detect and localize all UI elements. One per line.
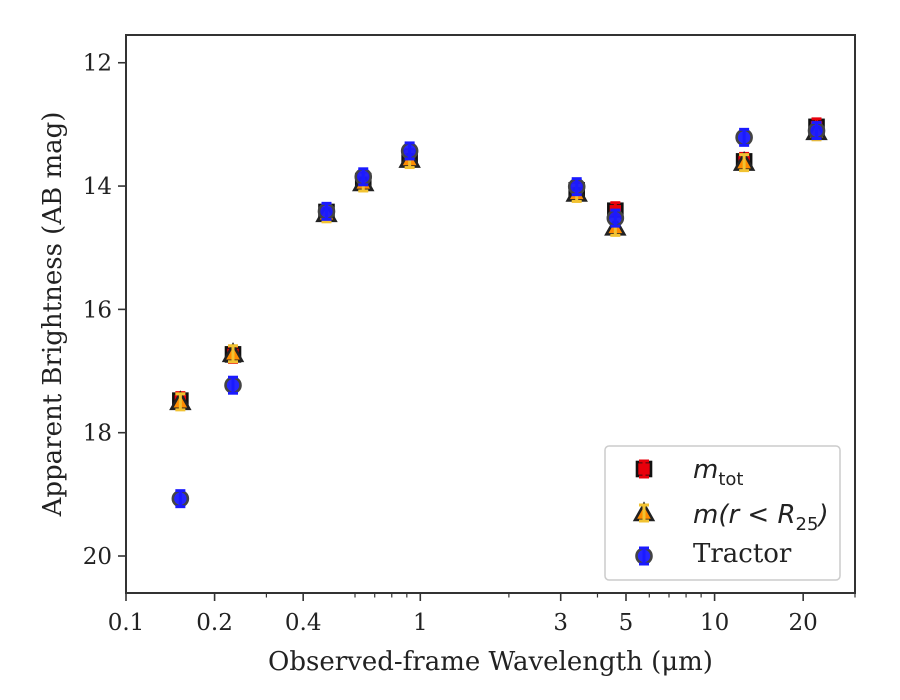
legend-markers <box>632 459 656 566</box>
y-tick-label: 16 <box>83 297 112 323</box>
legend-box <box>604 445 841 581</box>
x-tick-label: 1 <box>413 610 428 636</box>
x-tick-label: 5 <box>619 610 634 636</box>
y-axis-ticks: 12 14 16 18 20 <box>83 51 126 570</box>
x-tick-label: 10 <box>700 610 729 636</box>
legend-label-mr25: m(r < R25) <box>693 500 829 535</box>
plot-frame <box>125 34 856 594</box>
legend-label-tractor: Tractor <box>693 539 792 569</box>
markers <box>169 117 828 509</box>
legend-mr25-sub: 25 <box>796 514 819 535</box>
x-tick-label: 0.1 <box>108 610 145 636</box>
legend-mr25-post: ) <box>816 500 828 530</box>
x-axis-label: Observed-frame Wavelength (μm) <box>268 647 713 677</box>
x-tick-label: 0.2 <box>196 610 233 636</box>
y-tick-label: 18 <box>83 421 112 447</box>
y-axis-label: Apparent Brightness (AB mag) <box>38 112 68 518</box>
legend-label-mtot: mtot <box>693 455 743 490</box>
y-tick-label: 20 <box>83 544 112 570</box>
x-tick-label: 0.4 <box>285 610 322 636</box>
legend: mtot m(r < R25) Tractor <box>604 445 841 581</box>
legend-mtot-sub: tot <box>718 469 743 490</box>
y-tick-label: 14 <box>83 174 112 200</box>
x-axis-ticks: 0.1 0.2 0.4 1 3 5 10 20 <box>108 593 856 636</box>
legend-mr25-pre: m(r < R <box>693 500 796 530</box>
x-tick-label: 3 <box>553 610 568 636</box>
y-tick-label: 12 <box>83 51 112 77</box>
legend-mtot-main: m <box>693 455 718 485</box>
x-tick-label: 20 <box>789 610 818 636</box>
